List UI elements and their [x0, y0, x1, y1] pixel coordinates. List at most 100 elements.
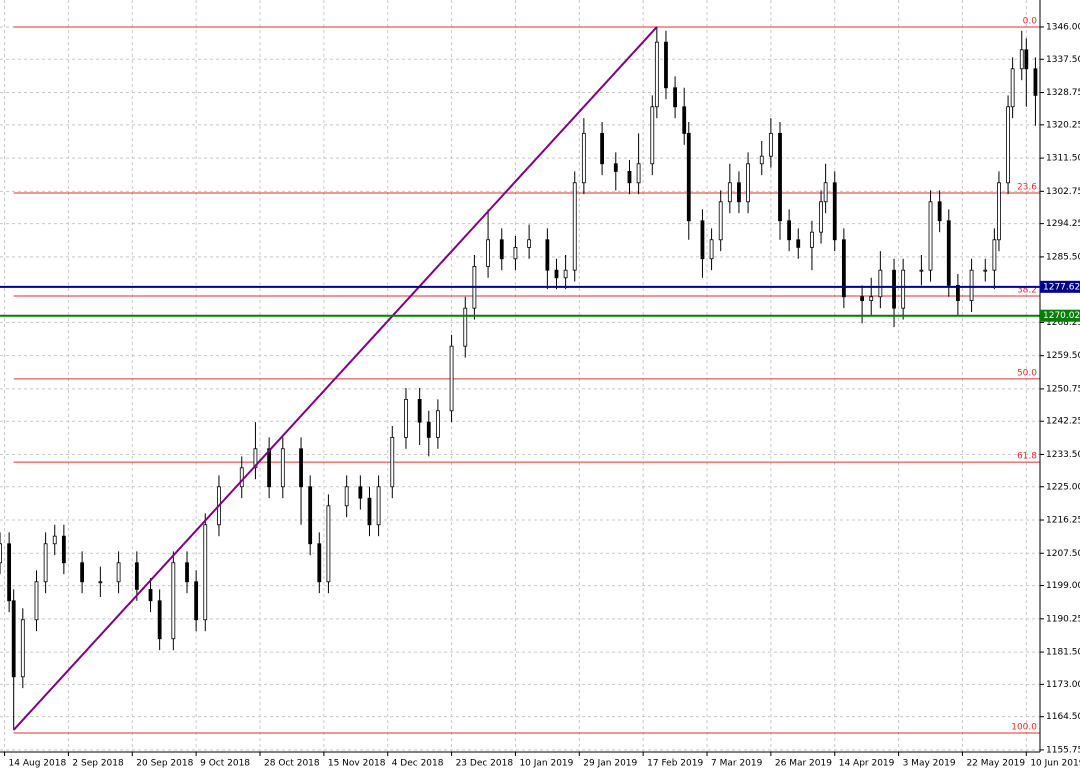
- candle-body: [1006, 106, 1010, 184]
- candle-body: [157, 600, 162, 640]
- candle-body: [7, 543, 12, 602]
- candle-body: [1024, 49, 1029, 70]
- candle-body: [969, 269, 974, 301]
- y-tick-label: 1259.50: [1046, 351, 1080, 361]
- candle-body: [299, 448, 303, 488]
- candle-body: [686, 132, 691, 222]
- candle-body: [449, 345, 454, 412]
- x-tick-label: 29 Jan 2019: [583, 759, 637, 769]
- y-tick-label: 1155.75: [1046, 745, 1080, 755]
- candle-body: [673, 87, 677, 108]
- candle-body: [600, 132, 605, 165]
- candle-body: [709, 239, 714, 260]
- candle-body: [778, 132, 782, 222]
- candle-body: [417, 398, 422, 423]
- candle-body: [997, 182, 1001, 241]
- x-tick-label: 14 Aug 2018: [9, 759, 67, 769]
- candle-body: [946, 220, 951, 286]
- candle-body: [1033, 68, 1038, 96]
- x-tick-label: 28 Oct 2018: [264, 759, 320, 769]
- candle-body: [878, 269, 883, 298]
- candle-body: [823, 182, 828, 203]
- x-tick-label: 3 May 2019: [903, 759, 956, 769]
- fibo-label: 23.6: [1017, 183, 1037, 193]
- candle-body: [11, 600, 16, 678]
- candle-body: [527, 239, 532, 248]
- candle-body: [367, 497, 372, 526]
- candle-body: [727, 182, 732, 203]
- price-tag: [1040, 280, 1080, 293]
- candle-body: [832, 182, 837, 241]
- x-tick-label: 20 Sep 2018: [136, 759, 193, 769]
- candle-body: [682, 106, 687, 134]
- candle-body: [919, 269, 924, 272]
- x-tick-label: 26 Mar 2019: [775, 759, 832, 769]
- candle-body: [759, 155, 764, 165]
- x-tick-label: 7 Mar 2019: [711, 759, 763, 769]
- candle-body: [61, 535, 66, 564]
- fibo-label: 0.0: [1023, 16, 1038, 26]
- candle-body: [992, 239, 997, 271]
- candle-body: [20, 619, 25, 678]
- candle-body: [928, 201, 933, 271]
- candle-body: [636, 163, 641, 184]
- y-tick-label: 1268.25: [1046, 318, 1080, 328]
- candle-body: [404, 398, 408, 438]
- plot: 0.0 23.6 38.2 50.0 61.8 100.0: [0, 16, 1040, 734]
- candle-body: [572, 182, 577, 271]
- y-tick-label: 1337.50: [1046, 55, 1080, 65]
- y-tick-label: 1285.50: [1046, 252, 1080, 262]
- candle-body: [650, 106, 655, 165]
- y-tick-label: 1181.50: [1046, 648, 1080, 658]
- y-tick-label: 1216.25: [1046, 516, 1080, 526]
- y-tick-label: 1346.00: [1046, 22, 1080, 32]
- candle-body: [796, 239, 801, 248]
- candle-body: [239, 467, 244, 488]
- candle-body: [937, 201, 942, 222]
- candle-body: [376, 486, 381, 526]
- x-tick-label: 2 Sep 2018: [72, 759, 124, 769]
- fibo-label: 61.8: [1017, 452, 1037, 462]
- candle-body: [280, 448, 285, 488]
- x-tick-label: 23 Dec 2018: [456, 759, 514, 769]
- x-tick-label: 14 Apr 2019: [839, 759, 895, 769]
- candle-body: [267, 448, 272, 488]
- y-tick-label: 1302.75: [1046, 187, 1080, 197]
- candle-body: [1019, 49, 1024, 70]
- y-tick-label: 1250.75: [1046, 384, 1080, 394]
- trend-line: [12, 26, 658, 731]
- y-tick-label: 1320.25: [1046, 120, 1080, 130]
- candle-body: [768, 132, 773, 157]
- candle-body: [737, 182, 741, 203]
- grid: [0, 0, 1040, 752]
- candle-body: [841, 239, 846, 298]
- candle-body: [513, 246, 518, 260]
- candle-body: [486, 239, 490, 267]
- x-tick-label: 22 May 2019: [966, 759, 1025, 769]
- y-tick-label: 1190.25: [1046, 614, 1080, 624]
- y-tick-label: 1164.50: [1046, 712, 1080, 722]
- candle-body: [308, 486, 313, 545]
- candle-body: [358, 486, 363, 499]
- candle-body: [545, 239, 550, 271]
- y-tick-label: 1173.00: [1046, 680, 1080, 690]
- candle-body: [627, 170, 632, 184]
- y-tick-label: 1233.50: [1046, 450, 1080, 460]
- candle-body: [253, 448, 258, 469]
- candle-body: [426, 421, 431, 438]
- candle-body: [134, 562, 139, 590]
- candle-body: [0, 543, 2, 564]
- candle-body: [98, 581, 103, 584]
- price-tag-label: 1270.02: [1043, 311, 1080, 321]
- candle-body: [171, 562, 176, 640]
- candle-body: [203, 524, 208, 621]
- candle-body: [148, 588, 153, 602]
- candle-body: [463, 307, 468, 347]
- candle-body: [901, 269, 906, 309]
- candle-body: [554, 269, 559, 279]
- y-tick-label: 1199.00: [1046, 581, 1080, 591]
- y-tick-label: 1294.25: [1046, 219, 1080, 229]
